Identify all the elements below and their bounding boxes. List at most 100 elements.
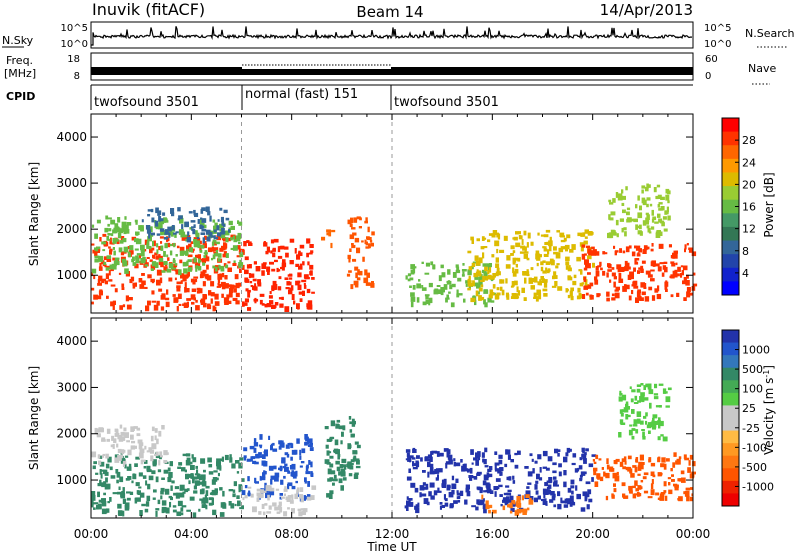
scatter-cell-blob-2 — [289, 287, 293, 291]
scatter-cell-blob-4 — [329, 477, 334, 482]
scatter-cell-blob-4 — [364, 220, 368, 224]
scatter-cell-blob-0 — [91, 301, 94, 305]
scatter-cell-blob-3 — [291, 494, 294, 501]
scatter-cell-blob-6 — [491, 233, 496, 238]
scatter-cell-blob-5 — [553, 482, 558, 487]
scatter-cell-blob-2 — [269, 261, 274, 265]
scatter-cell-blob-1 — [98, 427, 104, 433]
scatter-cell-blob-7 — [637, 473, 641, 476]
scatter-cell-blob-4 — [350, 463, 354, 465]
scatter-cell-blob-1 — [187, 267, 193, 272]
scatter-cell-blob-1 — [126, 229, 130, 234]
scatter-cell-blob-0 — [238, 462, 243, 469]
scatter-cell-blob-0 — [204, 494, 207, 498]
scatter-cell-blob-7 — [650, 483, 654, 489]
scatter-cell-blob-8 — [619, 409, 623, 414]
scatter-cell-blob-7 — [639, 297, 644, 301]
scatter-cell-blob-0 — [232, 489, 236, 493]
scatter-cell-blob-1 — [112, 247, 115, 250]
scatter-cell-blob-3 — [296, 489, 299, 494]
scatter-cell-blob-1 — [163, 460, 168, 464]
scatter-cell-blob-5 — [452, 272, 457, 278]
scatter-cell-blob-1 — [199, 249, 203, 253]
scatter-cell-blob-5 — [428, 297, 433, 303]
scatter-cell-blob-0 — [227, 261, 231, 264]
scatter-cell-blob-5 — [483, 474, 489, 481]
scatter-cell-blob-0 — [235, 300, 240, 305]
scatter-cell-blob-0 — [104, 264, 107, 268]
scatter-cell-blob-5 — [583, 458, 587, 464]
scatter-cell-blob-2 — [270, 445, 273, 451]
scatter-cell-blob-6 — [512, 250, 516, 254]
scatter-cell-blob-8 — [645, 221, 649, 225]
freq-band-1 — [91, 67, 242, 75]
scatter-cell-blob-8 — [663, 228, 668, 232]
scatter-cell-blob-6 — [478, 287, 483, 292]
scatter-cell-blob-5 — [581, 447, 585, 452]
scatter-cell-blob-8 — [658, 417, 661, 422]
scatter-cell-blob-1 — [164, 243, 168, 249]
scatter-cell-blob-5 — [483, 490, 487, 493]
scatter-cell-blob-5 — [510, 507, 515, 512]
scatter-cell-blob-2 — [281, 460, 286, 464]
scatter-cell-blob-2 — [246, 458, 251, 462]
scatter-cell-blob-9 — [222, 230, 226, 234]
scatter-cell-blob-5 — [409, 458, 411, 463]
scatter-cell-blob-6 — [580, 269, 583, 275]
scatter-cell-blob-0 — [191, 288, 197, 292]
scatter-cell-blob-6 — [470, 236, 474, 241]
velocity-cbar-cell — [722, 418, 739, 432]
scatter-cell-blob-6 — [530, 267, 534, 271]
scatter-cell-blob-8 — [647, 422, 651, 428]
scatter-cell-blob-8 — [667, 387, 672, 391]
scatter-cell-blob-0 — [167, 467, 171, 472]
scatter-cell-blob-5 — [477, 501, 483, 506]
scatter-cell-blob-1 — [151, 443, 157, 450]
scatter-cell-blob-5 — [446, 280, 452, 285]
scatter-cell-blob-7 — [651, 243, 654, 247]
scatter-cell-blob-5 — [557, 452, 560, 457]
scatter-cell-blob-5 — [586, 493, 590, 498]
scatter-cell-blob-7 — [593, 467, 598, 472]
scatter-cell-blob-7 — [624, 260, 628, 267]
velocity-data — [91, 318, 696, 518]
scatter-cell-blob-1 — [94, 258, 99, 263]
scatter-cell-blob-3 — [330, 242, 333, 249]
scatter-cell-blob-5 — [537, 454, 542, 460]
scatter-cell-blob-7 — [602, 251, 606, 255]
scatter-cell-blob-6 — [496, 232, 499, 238]
scatter-cell-blob-2 — [249, 241, 252, 245]
scatter-cell-blob-8 — [660, 434, 664, 437]
scatter-cell-blob-0 — [177, 466, 181, 469]
scatter-cell-blob-0 — [190, 465, 195, 470]
scatter-cell-blob-7 — [650, 489, 655, 496]
scatter-cell-blob-2 — [242, 302, 248, 306]
scatter-cell-blob-0 — [235, 460, 240, 464]
scatter-cell-blob-4 — [355, 272, 358, 279]
scatter-cell-blob-8 — [657, 204, 660, 208]
scatter-cell-blob-9 — [148, 233, 151, 239]
scatter-cell-blob-0 — [97, 491, 100, 498]
scatter-cell-blob-5 — [475, 459, 479, 466]
scatter-cell-blob-1 — [102, 453, 106, 456]
scatter-cell-blob-1 — [216, 253, 222, 257]
scatter-cell-blob-5 — [499, 467, 504, 472]
scatter-cell-blob-1 — [212, 265, 216, 269]
scatter-cell-blob-5 — [437, 474, 439, 480]
scatter-cell-blob-0 — [99, 479, 102, 484]
scatter-cell-blob-1 — [214, 252, 218, 257]
scatter-cell-blob-0 — [139, 510, 143, 516]
scatter-cell-blob-0 — [146, 465, 151, 471]
scatter-cell-blob-6 — [512, 267, 515, 274]
scatter-cell-blob-8 — [609, 202, 614, 205]
scatter-cell-blob-2 — [285, 444, 290, 449]
scatter-cell-blob-5 — [591, 454, 597, 457]
scatter-cell-blob-1 — [98, 257, 101, 260]
scatter-cell-blob-0 — [196, 262, 201, 269]
scatter-cell-blob-7 — [660, 492, 666, 495]
scatter-cell-blob-5 — [463, 463, 467, 470]
scatter-cell-blob-2 — [291, 470, 295, 473]
scatter-cell-blob-2 — [290, 456, 293, 461]
scatter-cell-blob-8 — [652, 216, 657, 221]
